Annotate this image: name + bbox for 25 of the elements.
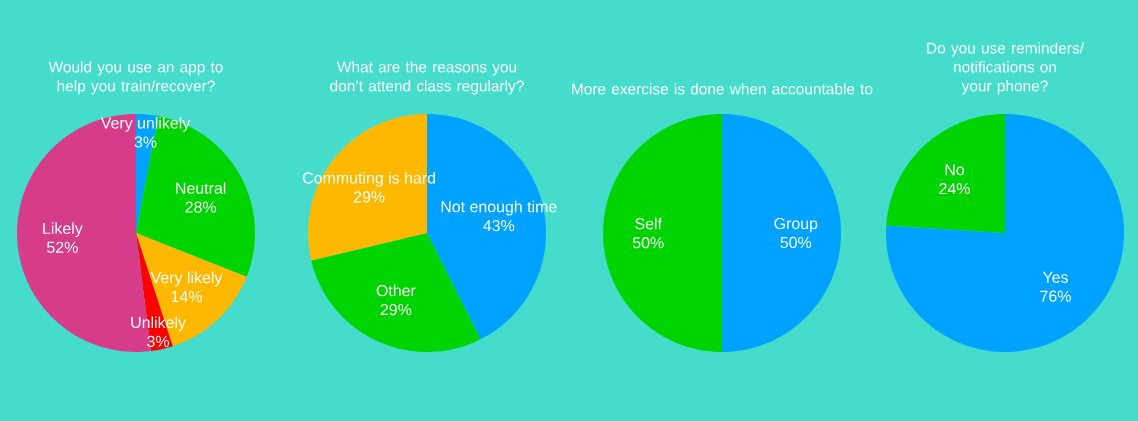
- chart-title: More exercise is done when accountable to: [572, 83, 873, 95]
- chart-title: Would you use an app to help you train/recover?: [48, 61, 223, 95]
- slice-label: Neutral: [176, 182, 226, 194]
- slice-label: Likely: [43, 222, 83, 238]
- data-label: 28%: [185, 201, 217, 213]
- data-label: 76%: [1040, 290, 1071, 302]
- slice-label: Other: [376, 284, 416, 297]
- slice-label: Unlikely: [131, 316, 186, 332]
- slice-label: Not enough time: [441, 200, 557, 216]
- data-label: 50%: [780, 236, 812, 249]
- data-label: 50%: [632, 237, 664, 249]
- slice-label: Very likely: [150, 271, 223, 287]
- chart-title: Do you use reminders/ notifications on your phone?: [927, 42, 1084, 95]
- data-label: 14%: [171, 290, 202, 303]
- slice-label: Self: [635, 217, 662, 230]
- slice-label: No: [945, 164, 965, 176]
- data-label: 24%: [939, 182, 970, 195]
- slice-label: Yes: [1042, 271, 1068, 283]
- data-label: 3%: [147, 335, 170, 348]
- chart-title: What are the reasons you don’t attend class regularly?: [330, 61, 524, 95]
- data-label: 29%: [380, 303, 412, 316]
- data-label: 43%: [483, 219, 515, 232]
- data-label: 29%: [353, 191, 385, 203]
- slice-label: Group: [774, 217, 818, 233]
- data-label: 52%: [47, 241, 78, 253]
